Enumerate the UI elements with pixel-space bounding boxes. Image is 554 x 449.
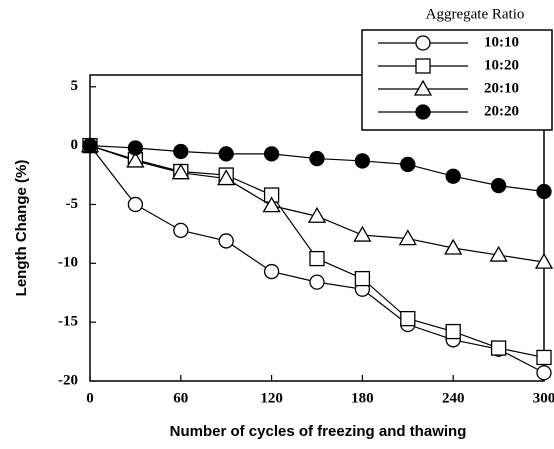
data-point: [127, 140, 144, 156]
data-point: [353, 225, 372, 242]
legend-box: [361, 29, 553, 131]
data-point: [536, 349, 552, 366]
data-point: [263, 263, 280, 280]
x-axis-label: Number of cycles of freezing and thawing: [170, 423, 467, 440]
data-point: [490, 177, 507, 194]
data-point: [534, 252, 554, 269]
y-tick-label: -20: [58, 372, 78, 388]
data-point: [262, 196, 281, 213]
data-point: [354, 270, 371, 287]
legend-marker: [413, 79, 433, 96]
x-tick-label: 180: [351, 390, 374, 406]
data-point: [536, 183, 552, 200]
data-point: [218, 146, 234, 162]
data-point: [445, 168, 461, 184]
data-point: [171, 163, 190, 180]
x-tick-label: 300: [533, 390, 554, 406]
data-point: [263, 146, 280, 162]
data-point: [218, 233, 234, 249]
y-tick-label: -5: [66, 196, 79, 212]
legend-label: 20:20: [484, 103, 519, 119]
x-tick-label: 60: [173, 390, 188, 406]
data-point: [490, 340, 507, 356]
legend-label: 20:10: [484, 80, 519, 96]
data-point: [173, 222, 189, 239]
data-point: [444, 238, 463, 255]
legend-marker: [415, 35, 431, 51]
data-point: [398, 229, 417, 246]
data-point: [445, 323, 461, 340]
data-point: [309, 150, 325, 167]
x-tick-label: 120: [260, 390, 283, 406]
data-point: [400, 310, 416, 327]
data-point: [309, 250, 325, 267]
data-point: [217, 169, 236, 186]
legend-label: 10:10: [484, 34, 519, 50]
data-point: [127, 196, 144, 213]
x-tick-label: 0: [86, 390, 94, 406]
plot-frame: [89, 74, 545, 382]
legend-marker: [415, 104, 431, 120]
y-tick-label: -10: [58, 255, 78, 271]
data-point: [307, 206, 327, 223]
legend-label: 10:20: [484, 57, 519, 73]
data-point: [489, 245, 508, 262]
data-point: [536, 365, 552, 381]
data-point: [354, 153, 371, 169]
y-axis-label: Length Change (%): [13, 160, 30, 297]
data-point: [309, 274, 325, 290]
y-tick-label: 0: [71, 137, 79, 153]
legend-title: Aggregate Ratio: [426, 6, 525, 22]
x-tick-label: 240: [442, 390, 465, 406]
legend-marker: [415, 58, 431, 74]
data-point: [126, 151, 145, 168]
y-tick-label: -15: [58, 314, 78, 330]
data-point: [400, 156, 416, 173]
data-point: [82, 137, 98, 154]
y-tick-label: 5: [71, 78, 79, 94]
data-point: [173, 143, 189, 160]
